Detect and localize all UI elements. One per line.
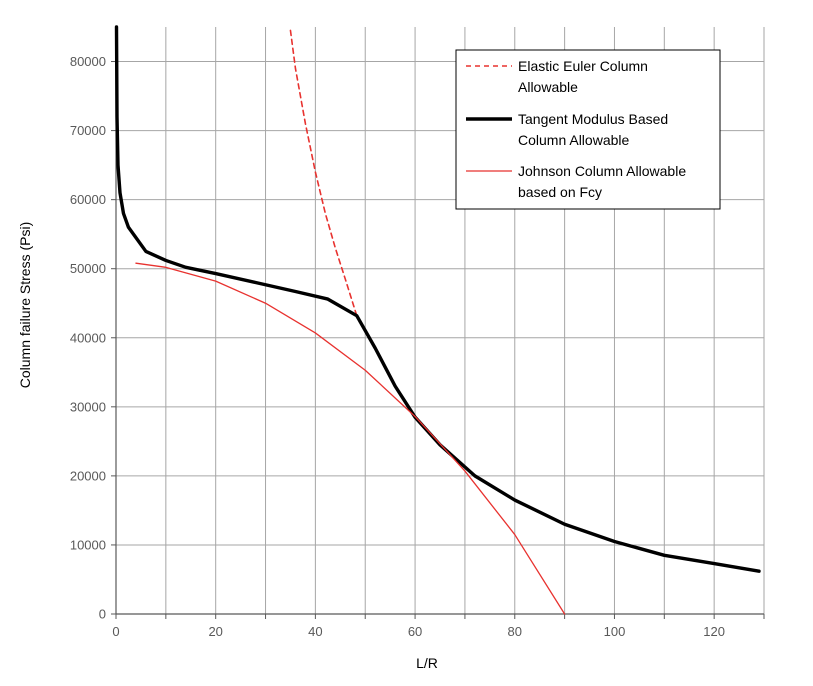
x-tick-label: 20 xyxy=(208,624,222,639)
series-line-3 xyxy=(135,262,566,615)
series-line-2 xyxy=(114,25,761,573)
legend-label-3: based on Fcy xyxy=(518,184,602,200)
legend-label-2: Column Allowable xyxy=(518,132,629,148)
y-tick-label: 50000 xyxy=(70,261,106,276)
x-tick-label: 0 xyxy=(112,624,119,639)
y-tick-label: 0 xyxy=(99,607,106,622)
y-axis-title: Column failure Stress (Psi) xyxy=(17,222,33,389)
series-lines xyxy=(114,25,761,615)
x-tick-label: 120 xyxy=(703,624,725,639)
legend-label-3: Johnson Column Allowable xyxy=(518,163,686,179)
y-tick-labels: 0 10000 20000 30000 40000 50000 60000 70000 8000… xyxy=(70,54,106,621)
y-tick-label: 20000 xyxy=(70,468,106,483)
x-tick-labels: 0 20 40 60 80 100 120 xyxy=(112,624,725,639)
legend-label-2: Tangent Modulus Based xyxy=(518,111,668,127)
x-axis-title: L/R xyxy=(416,655,438,671)
x-tick-label: 100 xyxy=(604,624,626,639)
series-line-1 xyxy=(289,29,358,317)
y-tick-label: 60000 xyxy=(70,192,106,207)
legend-label-1: Allowable xyxy=(518,79,578,95)
legend-label-1: Elastic Euler Column xyxy=(518,58,648,74)
y-tick-label: 10000 xyxy=(70,537,106,552)
legend: Elastic Euler Column Allowable Tangent Mod… xyxy=(455,49,721,210)
y-tick-label: 70000 xyxy=(70,123,106,138)
y-tick-label: 30000 xyxy=(70,399,106,414)
legend-box xyxy=(455,49,721,210)
y-tick-label: 80000 xyxy=(70,54,106,69)
x-tick-label: 60 xyxy=(408,624,422,639)
x-tick-label: 80 xyxy=(508,624,522,639)
y-tick-label: 40000 xyxy=(70,330,106,345)
x-tick-label: 40 xyxy=(308,624,322,639)
